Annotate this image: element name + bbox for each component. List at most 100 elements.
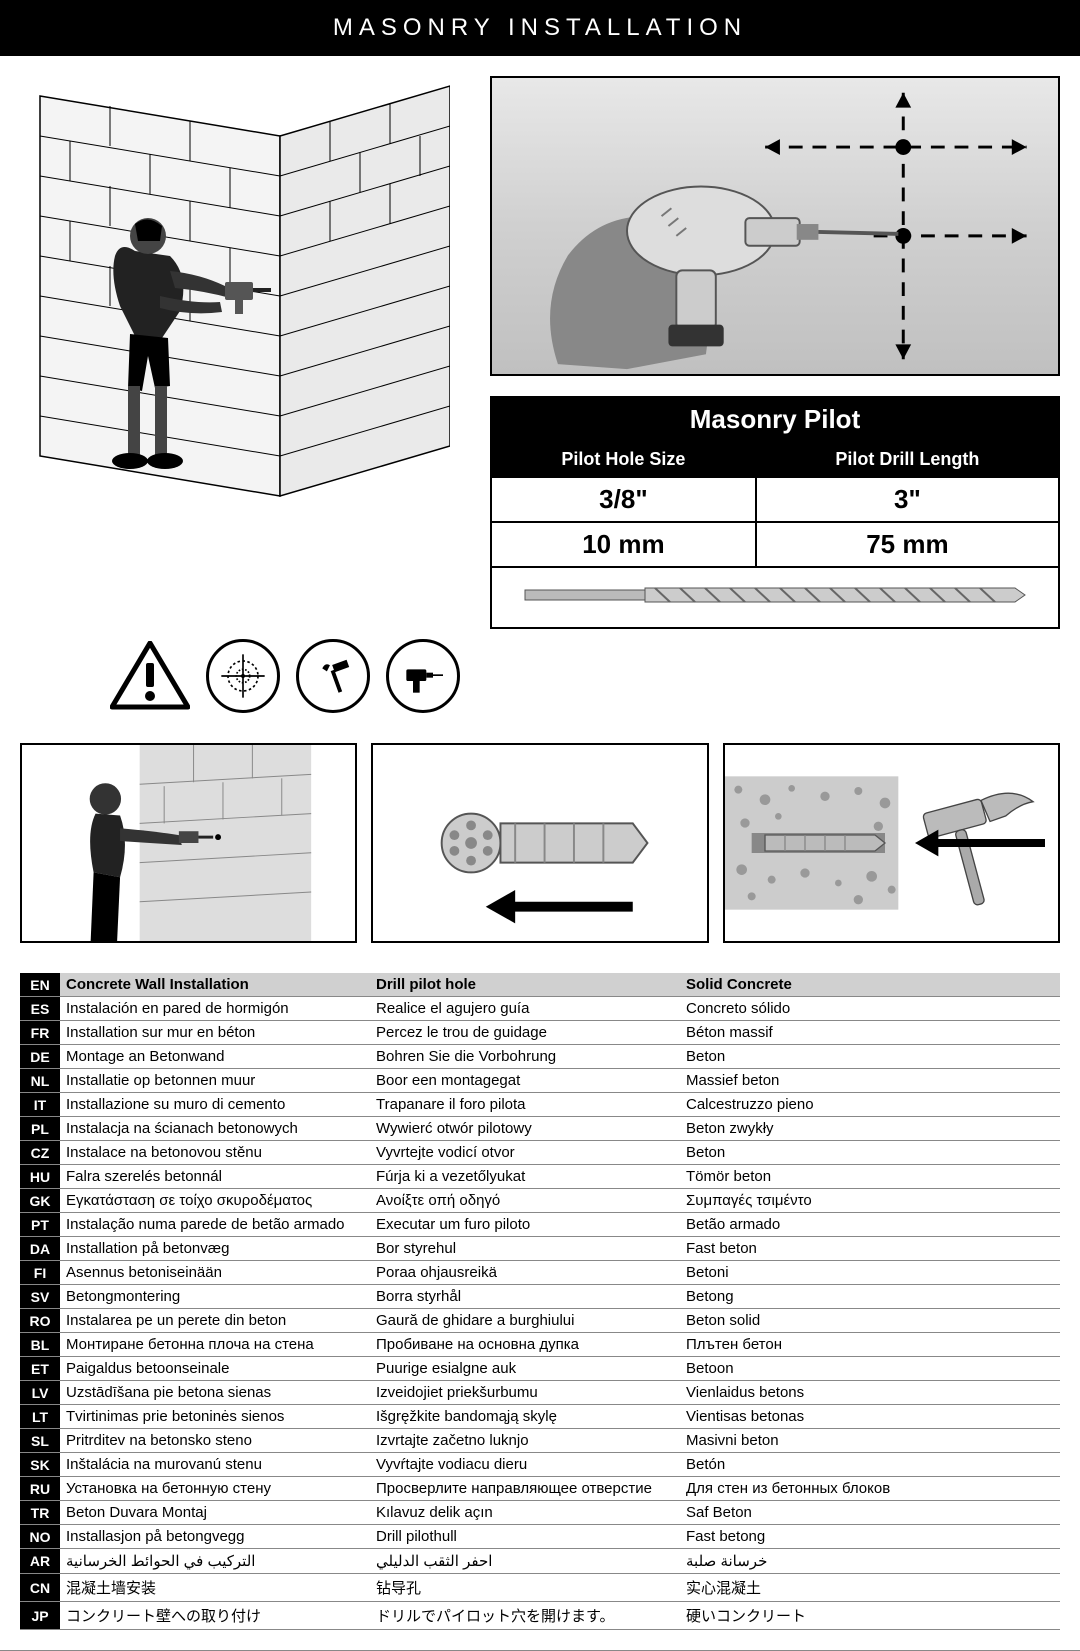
table-row: ETPaigaldus betoonseinalePuurige esialgn… bbox=[20, 1357, 1060, 1381]
lang-col-drill: Percez le trou de guidage bbox=[370, 1021, 680, 1045]
lang-col-drill: Bor styrehul bbox=[370, 1237, 680, 1261]
spec-drill-length-imperial: 3" bbox=[756, 477, 1059, 522]
lang-col-install: Установка на бетонную стену bbox=[60, 1477, 370, 1501]
lang-code: GK bbox=[20, 1189, 60, 1213]
lang-col-install: Paigaldus betoonseinale bbox=[60, 1357, 370, 1381]
lang-col-install: 混凝土墙安装 bbox=[60, 1574, 370, 1602]
lang-code: TR bbox=[20, 1501, 60, 1525]
lang-col-drill: Executar um furo piloto bbox=[370, 1213, 680, 1237]
lang-col-install: Installatie op betonnen muur bbox=[60, 1069, 370, 1093]
table-row: EN Concrete Wall Installation Drill pilo… bbox=[20, 973, 1060, 997]
lang-col-install: Betongmontering bbox=[60, 1285, 370, 1309]
table-row: SLPritrditev na betonsko stenoIzvrtajte … bbox=[20, 1429, 1060, 1453]
lang-col-install: Tvirtinimas prie betoninės sienos bbox=[60, 1405, 370, 1429]
table-row: SKInštalácia na murovanú stenuVyvŕtajte … bbox=[20, 1453, 1060, 1477]
lang-col-concrete: Beton bbox=[680, 1045, 1060, 1069]
lang-col-concrete: Beton bbox=[680, 1141, 1060, 1165]
lang-col-concrete: Betoon bbox=[680, 1357, 1060, 1381]
table-row: JPコンクリート壁への取り付けドリルでパイロット穴を開けます。硬いコンクリート bbox=[20, 1602, 1060, 1630]
lang-code: NO bbox=[20, 1525, 60, 1549]
lang-col-concrete: Συμπαγές τσιμέντο bbox=[680, 1189, 1060, 1213]
lang-code: RO bbox=[20, 1309, 60, 1333]
lang-col-install: Uzstādīšana pie betona sienas bbox=[60, 1381, 370, 1405]
lang-col-install: Εγκατάσταση σε τοίχο σκυροδέματος bbox=[60, 1189, 370, 1213]
table-row: PLInstalacja na ścianach betonowychWywie… bbox=[20, 1117, 1060, 1141]
lang-col-install: Instalace na betonovou stěnu bbox=[60, 1141, 370, 1165]
lang-col-install: Concrete Wall Installation bbox=[60, 973, 370, 997]
table-row: RUУстановка на бетонную стенуПросверлите… bbox=[20, 1477, 1060, 1501]
translation-table: EN Concrete Wall Installation Drill pilo… bbox=[0, 973, 1080, 1651]
lang-col-install: Instalarea pe un perete din beton bbox=[60, 1309, 370, 1333]
lang-col-concrete: Fast beton bbox=[680, 1237, 1060, 1261]
lang-code: PL bbox=[20, 1117, 60, 1141]
table-row: DEMontage an BetonwandBohren Sie die Vor… bbox=[20, 1045, 1060, 1069]
lang-col-drill: Boor een montagegat bbox=[370, 1069, 680, 1093]
lang-col-install: Instalacja na ścianach betonowych bbox=[60, 1117, 370, 1141]
lang-col-concrete: Для стен из бетонных блоков bbox=[680, 1477, 1060, 1501]
page-title-bar: MASONRY INSTALLATION bbox=[0, 0, 1080, 56]
lang-code: JP bbox=[20, 1602, 60, 1630]
top-illustration-section: Masonry Pilot Pilot Hole Size Pilot Dril… bbox=[0, 56, 1080, 639]
lang-col-install: Instalación en pared de hormigón bbox=[60, 997, 370, 1021]
table-row: NOInstallasjon på betongveggDrill piloth… bbox=[20, 1525, 1060, 1549]
lang-code: ES bbox=[20, 997, 60, 1021]
lang-col-concrete: Betong bbox=[680, 1285, 1060, 1309]
lang-col-drill: Izveidojiet priekšurbumu bbox=[370, 1381, 680, 1405]
lang-col-concrete: Calcestruzzo pieno bbox=[680, 1093, 1060, 1117]
tool-icons-row bbox=[0, 639, 1080, 743]
lang-code: SL bbox=[20, 1429, 60, 1453]
table-row: BLМонтиране бетонна плоча на стенаПробив… bbox=[20, 1333, 1060, 1357]
lang-col-drill: Gaură de ghidare a burghiului bbox=[370, 1309, 680, 1333]
lang-col-drill: Wywierć otwór pilotowy bbox=[370, 1117, 680, 1141]
table-row: NLInstallatie op betonnen muurBoor een m… bbox=[20, 1069, 1060, 1093]
spec-hole-size-imperial: 3/8" bbox=[491, 477, 756, 522]
lang-col-concrete: Betão armado bbox=[680, 1213, 1060, 1237]
lang-col-drill: Poraa ohjausreikä bbox=[370, 1261, 680, 1285]
lang-col-concrete: خرسانة صلبة bbox=[680, 1549, 1060, 1574]
lang-code: AR bbox=[20, 1549, 60, 1574]
lang-code: LV bbox=[20, 1381, 60, 1405]
step-drill-wall-illustration bbox=[20, 743, 357, 943]
spec-hole-size-metric: 10 mm bbox=[491, 522, 756, 567]
lang-col-drill: ドリルでパイロット穴を開けます。 bbox=[370, 1602, 680, 1630]
lang-col-concrete: Massief beton bbox=[680, 1069, 1060, 1093]
lang-col-drill: Fúrja ki a vezetőlyukat bbox=[370, 1165, 680, 1189]
lang-code: RU bbox=[20, 1477, 60, 1501]
lang-col-concrete: Béton massif bbox=[680, 1021, 1060, 1045]
table-row: DAInstallation på betonvægBor styrehulFa… bbox=[20, 1237, 1060, 1261]
spec-col1-header: Pilot Hole Size bbox=[491, 442, 756, 477]
lang-col-drill: Ανοίξτε οπή οδηγό bbox=[370, 1189, 680, 1213]
lang-code: SK bbox=[20, 1453, 60, 1477]
wall-drilling-illustration bbox=[20, 76, 450, 506]
lang-code: CZ bbox=[20, 1141, 60, 1165]
lang-col-drill: Vyvŕtajte vodiacu dieru bbox=[370, 1453, 680, 1477]
lang-col-drill: Пробиване на основна дупка bbox=[370, 1333, 680, 1357]
lang-code: NL bbox=[20, 1069, 60, 1093]
drill-closeup-illustration bbox=[490, 76, 1060, 376]
lang-col-drill: Drill pilothull bbox=[370, 1525, 680, 1549]
step-illustrations-row bbox=[0, 743, 1080, 973]
lang-col-install: コンクリート壁への取り付け bbox=[60, 1602, 370, 1630]
table-row: FRInstallation sur mur en bétonPercez le… bbox=[20, 1021, 1060, 1045]
drill-icon bbox=[386, 639, 460, 713]
masonry-pilot-spec-table: Masonry Pilot Pilot Hole Size Pilot Dril… bbox=[490, 396, 1060, 629]
table-row: CN混凝土墙安装钻导孔实心混凝土 bbox=[20, 1574, 1060, 1602]
lang-col-drill: Kılavuz delik açın bbox=[370, 1501, 680, 1525]
lang-col-concrete: Betoni bbox=[680, 1261, 1060, 1285]
lang-code: BL bbox=[20, 1333, 60, 1357]
hammer-icon bbox=[296, 639, 370, 713]
lang-col-drill: Vyvrtejte vodicí otvor bbox=[370, 1141, 680, 1165]
lang-col-drill: Просверлите направляющее отверстие bbox=[370, 1477, 680, 1501]
lang-col-install: Pritrditev na betonsko steno bbox=[60, 1429, 370, 1453]
lang-col-concrete: 实心混凝土 bbox=[680, 1574, 1060, 1602]
lang-col-concrete: Плътен бетон bbox=[680, 1333, 1060, 1357]
lang-col-concrete: Solid Concrete bbox=[680, 973, 1060, 997]
lang-col-drill: Realice el agujero guía bbox=[370, 997, 680, 1021]
lang-col-install: Falra szerelés betonnál bbox=[60, 1165, 370, 1189]
lang-code: HU bbox=[20, 1165, 60, 1189]
table-row: ROInstalarea pe un perete din betonGaură… bbox=[20, 1309, 1060, 1333]
lang-col-drill: Borra styrhål bbox=[370, 1285, 680, 1309]
lang-col-concrete: Vienlaidus betons bbox=[680, 1381, 1060, 1405]
table-row: FIAsennus betoniseinäänPoraa ohjausreikä… bbox=[20, 1261, 1060, 1285]
lang-code: LT bbox=[20, 1405, 60, 1429]
